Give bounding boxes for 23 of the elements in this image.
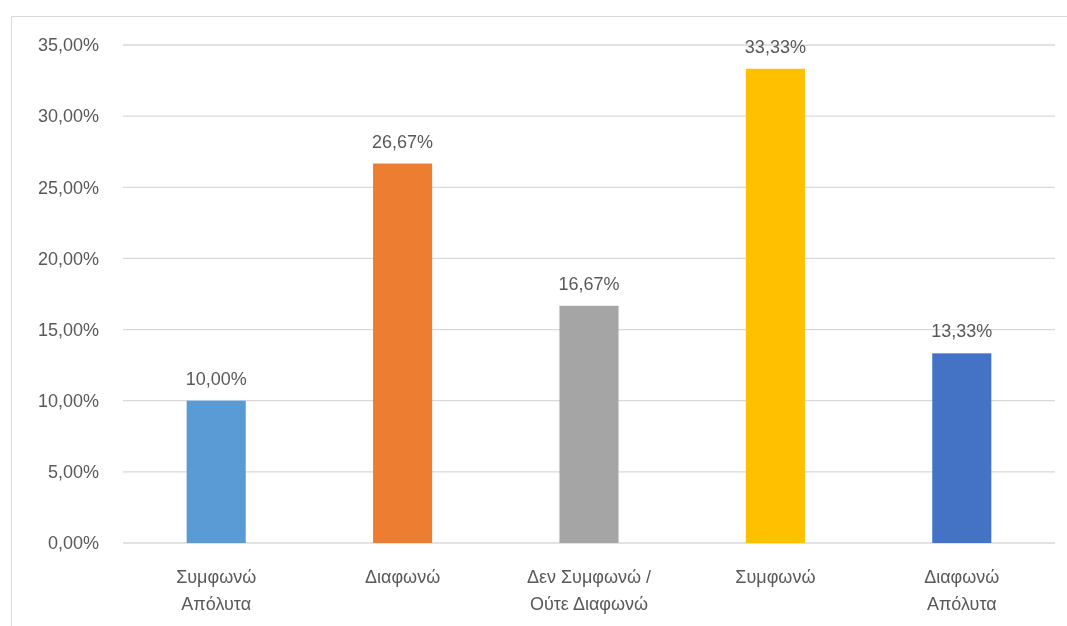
x-tick-label: Διαφωνώ Απόλυτα [924, 567, 1000, 614]
bar [186, 400, 246, 543]
y-tick-label: 10,00% [37, 391, 99, 412]
y-tick-label: 0,00% [47, 533, 99, 554]
data-label: 33,33% [744, 36, 806, 57]
y-tick-label: 5,00% [47, 462, 99, 483]
x-tick-label: Διαφωνώ [364, 567, 441, 587]
bar [373, 163, 433, 543]
bar [745, 68, 805, 543]
data-label: 26,67% [372, 131, 434, 152]
x-tick-label: Συμφωνώ Απόλυτα [176, 567, 257, 614]
bar [559, 305, 619, 543]
x-tick-label: Δεν Συμφωνώ / Ούτε Διαφωνώ [526, 567, 652, 614]
y-tick-label: 30,00% [37, 106, 99, 127]
bar [932, 353, 992, 543]
y-tick-label: 35,00% [37, 35, 99, 56]
y-tick-label: 25,00% [37, 177, 99, 198]
data-label: 16,67% [558, 273, 620, 294]
y-tick-label: 20,00% [37, 248, 99, 269]
data-label: 10,00% [185, 368, 247, 389]
y-tick-label: 15,00% [37, 319, 99, 340]
x-tick-label: Συμφωνώ [735, 567, 816, 587]
data-label: 13,33% [931, 321, 993, 342]
